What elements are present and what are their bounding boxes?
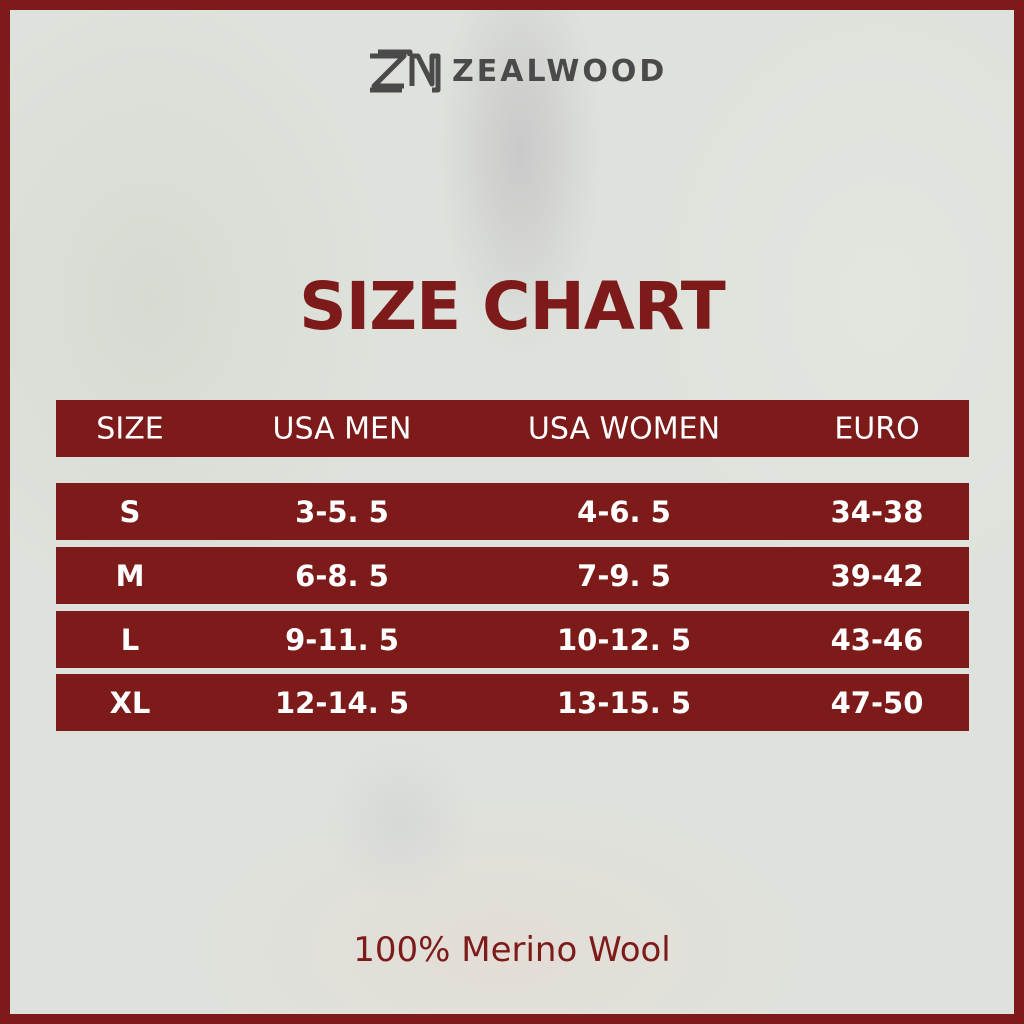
brand-name: ZEALWOOD <box>452 53 668 89</box>
cell-size: XL <box>109 685 151 720</box>
cell-usa-men: 6-8. 5 <box>295 558 389 593</box>
table-header: SIZE USA MEN USA WOMEN EURO <box>56 400 969 457</box>
zealwood-logo-icon <box>370 49 441 93</box>
cell-euro: 43-46 <box>830 622 924 657</box>
cell-usa-men: 3-5. 5 <box>295 494 389 529</box>
material-caption: 100% Merino Wool <box>353 930 671 970</box>
cell-usa-men: 12-14. 5 <box>274 685 410 720</box>
header-size: SIZE <box>96 411 164 446</box>
cell-size: L <box>120 622 140 657</box>
cell-euro: 47-50 <box>830 685 924 720</box>
brand-logo: ZEALWOOD <box>366 48 667 94</box>
cell-size: S <box>119 494 141 529</box>
page-title: SIZE CHART <box>299 268 726 345</box>
cell-usa-women: 7-9. 5 <box>577 558 671 593</box>
header-euro: EURO <box>834 411 920 446</box>
cell-euro: 39-42 <box>830 558 924 593</box>
cell-size: M <box>115 558 145 593</box>
table-row: L 9-11. 5 10-12. 5 43-46 <box>56 611 969 668</box>
cell-usa-women: 10-12. 5 <box>556 622 692 657</box>
header-usa-women: USA WOMEN <box>527 411 721 446</box>
cell-usa-women: 4-6. 5 <box>577 494 671 529</box>
header-usa-men: USA MEN <box>272 411 412 446</box>
cell-euro: 34-38 <box>830 494 924 529</box>
table-row: S 3-5. 5 4-6. 5 34-38 <box>56 483 969 540</box>
cell-usa-women: 13-15. 5 <box>556 685 692 720</box>
table-row: M 6-8. 5 7-9. 5 39-42 <box>56 547 969 604</box>
table-row: XL 12-14. 5 13-15. 5 47-50 <box>56 674 969 731</box>
cell-usa-men: 9-11. 5 <box>285 622 399 657</box>
